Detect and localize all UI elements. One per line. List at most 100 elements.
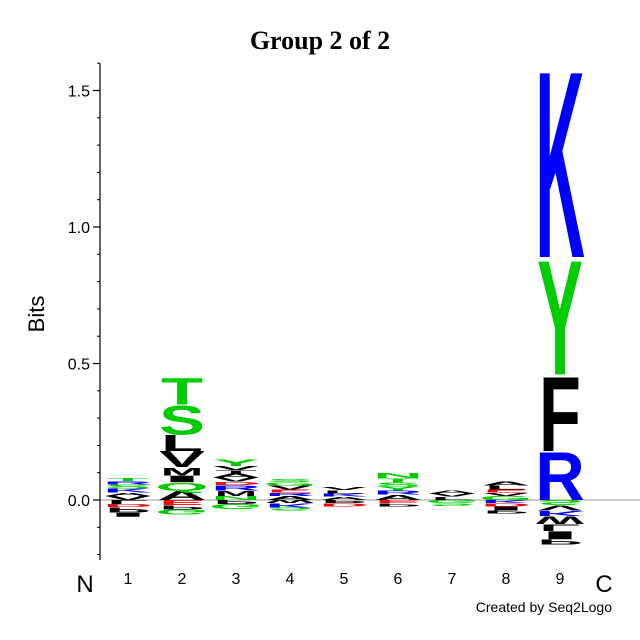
logo-glyph: V xyxy=(213,465,260,471)
y-tick-label: 1.5 xyxy=(68,84,90,101)
logo-letter: G xyxy=(263,481,316,486)
logo-letter: K xyxy=(481,499,531,504)
logo-letter: S xyxy=(267,506,313,511)
y-tick-label: 1.0 xyxy=(68,220,90,237)
logo-glyph: I xyxy=(106,512,150,518)
logo-glyph: S xyxy=(267,506,313,511)
logo-glyph: Y xyxy=(537,226,583,410)
logo-letter: P xyxy=(483,510,529,515)
c-terminus-label: C xyxy=(595,571,612,598)
logo-letter: A xyxy=(319,496,369,501)
y-tick-label: 0.5 xyxy=(68,357,90,374)
logo-letter: A xyxy=(103,492,153,497)
logo-glyph: V xyxy=(267,484,314,490)
logo-letter: M xyxy=(161,465,204,478)
logo-glyph: D xyxy=(481,502,531,507)
logo-letter: V xyxy=(537,504,583,512)
logo-glyph: A xyxy=(373,493,423,501)
logo-glyph: R xyxy=(535,438,585,515)
logo-letter: Y xyxy=(537,226,583,410)
logo-letter: P xyxy=(213,499,259,505)
logo-letter: R xyxy=(265,492,315,497)
logo-glyph: L xyxy=(431,496,473,501)
logo-glyph: W xyxy=(536,514,584,527)
logo-letter: E xyxy=(267,489,313,494)
x-tick-label: 9 xyxy=(556,571,565,588)
logo-letter: P xyxy=(159,504,205,510)
logo-letter: E xyxy=(159,498,205,506)
logo-letter: I xyxy=(106,512,150,518)
logo-letter: K xyxy=(265,502,315,508)
logo-letter: M xyxy=(215,489,258,498)
logo-glyph: K xyxy=(481,499,531,504)
logo-glyph: N xyxy=(211,495,261,501)
logo-letter: T xyxy=(107,477,149,482)
logo-glyph: L xyxy=(323,489,365,494)
logo-letter: N xyxy=(211,495,261,501)
logo-glyph: A xyxy=(103,492,153,497)
logo-glyph: S xyxy=(537,498,583,506)
logo-glyph: T xyxy=(377,477,419,483)
logo-glyph: P xyxy=(483,510,529,515)
logo-glyph: P xyxy=(213,499,259,505)
logo-glyph: G xyxy=(479,495,532,501)
logo-letter: K xyxy=(319,493,369,498)
logo-glyph: M xyxy=(161,465,204,478)
logo-letter: L xyxy=(161,430,203,456)
logo-glyph: S xyxy=(429,502,475,506)
logo-letter: E xyxy=(375,499,421,504)
logo-glyph: R xyxy=(211,484,261,492)
logo-letter: V xyxy=(483,492,530,497)
logo-letter: T xyxy=(215,469,257,474)
logo-glyph: V xyxy=(159,447,205,473)
logo-glyph: E xyxy=(483,489,529,494)
logo-letter: L xyxy=(485,484,527,490)
logo-letter: T xyxy=(377,477,419,483)
logo-letter: F xyxy=(539,356,581,475)
logo-letter: W xyxy=(536,514,584,527)
logo-glyph: Y xyxy=(213,458,259,469)
x-tick-label: 6 xyxy=(394,571,403,588)
logo-letter: V xyxy=(105,495,152,501)
logo-letter: S xyxy=(267,478,313,483)
logo-letter: S xyxy=(429,502,475,506)
logo-glyph: V xyxy=(105,495,152,501)
logo-glyph: K xyxy=(535,17,585,314)
x-tick-label: 1 xyxy=(124,571,133,588)
logo-glyph: S xyxy=(375,481,421,487)
logo-letter: I xyxy=(160,474,204,485)
logo-glyph: D xyxy=(319,502,369,507)
logo-glyph: G xyxy=(263,481,316,486)
logo-glyph: A xyxy=(427,489,477,494)
logo-letter: P xyxy=(537,538,583,546)
logo-letter: V xyxy=(159,447,205,473)
logo-glyph: V xyxy=(213,477,260,483)
logo-glyph: I xyxy=(160,474,204,485)
logo-glyph: L xyxy=(539,522,581,533)
x-tick-label: 8 xyxy=(502,571,511,588)
logo-glyph: L xyxy=(107,499,149,505)
logo-letter: K xyxy=(103,488,153,494)
logo-glyph: I xyxy=(538,529,582,542)
logo-letter: S xyxy=(375,481,421,487)
logo-glyph: N xyxy=(373,471,423,479)
logo-letter: D xyxy=(103,503,153,508)
credit-text: Created by Seq2Logo xyxy=(476,599,612,615)
glyph-layer: VAKSRTLDPIAQIMVLSTEPGNMRDVATVYPGAREVGSWK… xyxy=(100,17,640,546)
logo-letter: E xyxy=(483,489,529,494)
logo-glyph: V xyxy=(483,492,530,497)
logo-letter: W xyxy=(266,499,315,504)
logo-glyph: E xyxy=(375,499,421,504)
x-axis: 1 2 3 4 5 6 7 8 9 xyxy=(124,571,565,588)
x-tick-label: 3 xyxy=(232,571,241,588)
logo-letter: K xyxy=(535,17,585,314)
y-tick-label: 0.0 xyxy=(68,493,90,510)
x-tick-label: 4 xyxy=(286,571,295,588)
logo-glyph: G xyxy=(425,499,478,504)
logo-letter: A xyxy=(373,493,423,501)
logo-glyph: V xyxy=(429,493,476,498)
logo-glyph: P xyxy=(159,504,205,510)
logo-glyph: S xyxy=(159,398,205,444)
logo-letter: G xyxy=(425,499,478,504)
logo-letter: V xyxy=(321,486,368,491)
